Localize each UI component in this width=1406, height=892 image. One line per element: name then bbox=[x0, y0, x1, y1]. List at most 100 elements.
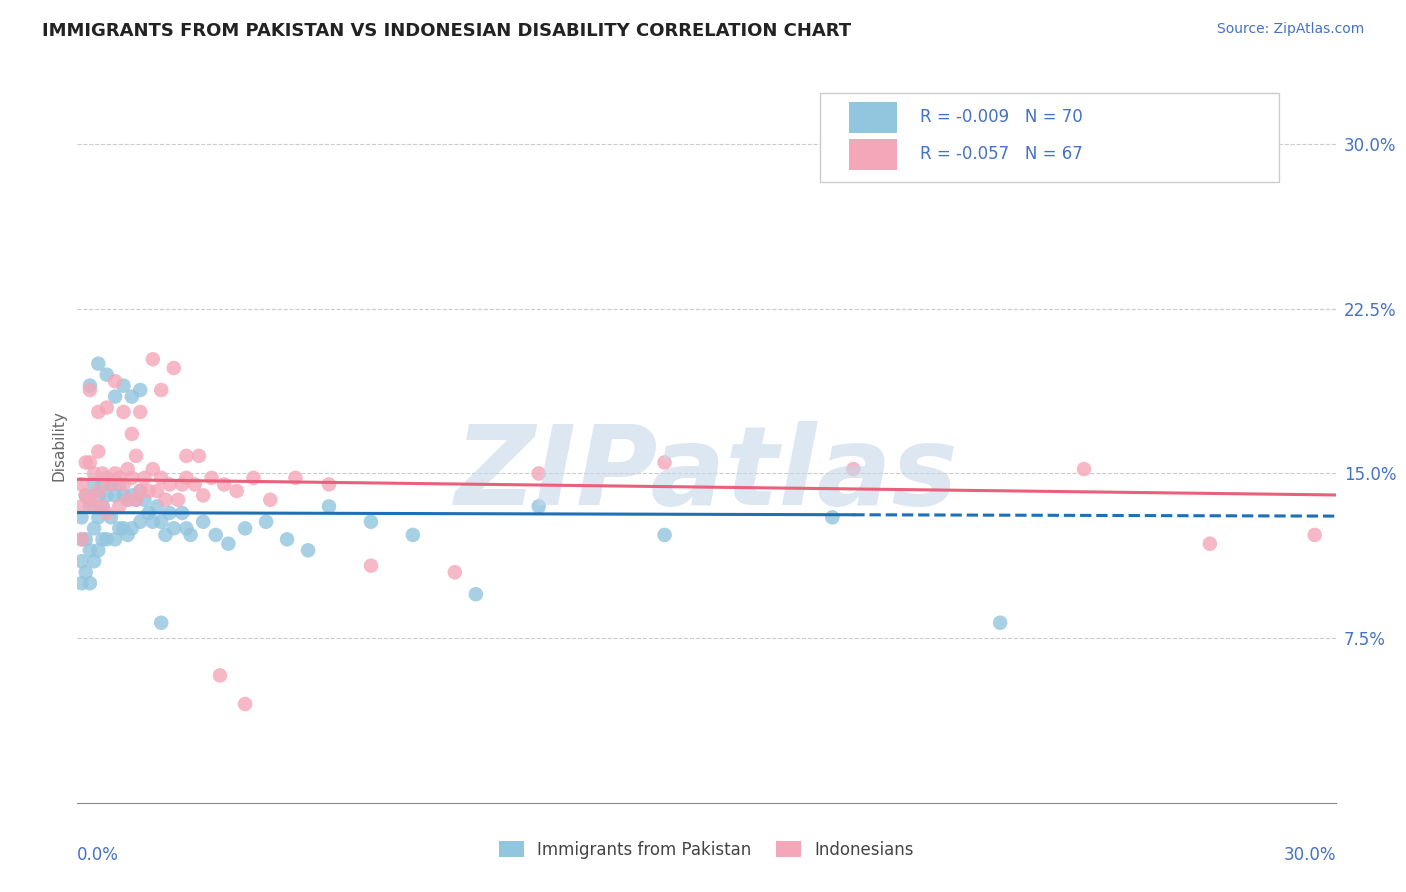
Point bbox=[155, 492, 177, 507]
Point bbox=[654, 455, 676, 469]
Point bbox=[75, 455, 97, 469]
Point bbox=[150, 383, 173, 397]
Point bbox=[176, 449, 198, 463]
Point bbox=[70, 533, 93, 547]
Point bbox=[204, 528, 226, 542]
Point bbox=[654, 528, 676, 542]
Point bbox=[121, 426, 143, 441]
Text: R = -0.009   N = 70: R = -0.009 N = 70 bbox=[921, 108, 1083, 126]
Point bbox=[100, 477, 122, 491]
Point bbox=[70, 554, 93, 568]
Point bbox=[104, 390, 127, 404]
Point bbox=[129, 483, 152, 498]
Point bbox=[117, 462, 139, 476]
Point bbox=[75, 566, 97, 580]
Point bbox=[527, 467, 550, 481]
Point bbox=[138, 506, 160, 520]
FancyBboxPatch shape bbox=[820, 93, 1279, 182]
Point bbox=[1073, 462, 1095, 476]
Point bbox=[104, 488, 127, 502]
Point bbox=[142, 352, 165, 367]
Point bbox=[180, 528, 202, 542]
Point bbox=[79, 383, 101, 397]
Point bbox=[163, 521, 186, 535]
Point bbox=[150, 515, 173, 529]
Point bbox=[142, 515, 165, 529]
Point bbox=[91, 500, 114, 514]
Point bbox=[96, 488, 118, 502]
Point bbox=[212, 477, 235, 491]
Point bbox=[402, 528, 425, 542]
Point bbox=[318, 500, 340, 514]
Point bbox=[79, 455, 101, 469]
Point bbox=[83, 467, 105, 481]
Point bbox=[184, 477, 207, 491]
Point bbox=[112, 477, 135, 491]
Y-axis label: Disability: Disability bbox=[51, 410, 66, 482]
Point bbox=[163, 361, 186, 376]
Text: 0.0%: 0.0% bbox=[77, 846, 120, 863]
Point bbox=[108, 521, 131, 535]
Point bbox=[83, 500, 105, 514]
Point bbox=[117, 492, 139, 507]
Point bbox=[191, 488, 215, 502]
Point bbox=[112, 488, 135, 502]
Point bbox=[96, 401, 118, 415]
Point bbox=[79, 492, 101, 507]
Point bbox=[988, 615, 1011, 630]
Point bbox=[134, 471, 156, 485]
Point bbox=[129, 405, 152, 419]
Point bbox=[87, 444, 110, 458]
Point bbox=[70, 510, 93, 524]
Point bbox=[104, 467, 127, 481]
Point bbox=[129, 515, 152, 529]
Point bbox=[1199, 537, 1222, 551]
Text: 30.0%: 30.0% bbox=[1284, 846, 1336, 863]
Point bbox=[254, 515, 277, 529]
Point bbox=[129, 383, 152, 397]
Point bbox=[75, 533, 97, 547]
Text: IMMIGRANTS FROM PAKISTAN VS INDONESIAN DISABILITY CORRELATION CHART: IMMIGRANTS FROM PAKISTAN VS INDONESIAN D… bbox=[42, 22, 851, 40]
Point bbox=[87, 483, 110, 498]
Point bbox=[821, 510, 844, 524]
Point bbox=[842, 462, 865, 476]
Point bbox=[96, 533, 118, 547]
Point bbox=[83, 554, 105, 568]
Point bbox=[87, 488, 110, 502]
Point bbox=[91, 500, 114, 514]
Point bbox=[100, 477, 122, 491]
Point bbox=[176, 521, 198, 535]
Point bbox=[188, 449, 211, 463]
Point bbox=[96, 471, 118, 485]
Point bbox=[121, 521, 143, 535]
Point bbox=[87, 405, 110, 419]
Point bbox=[79, 500, 101, 514]
Text: Source: ZipAtlas.com: Source: ZipAtlas.com bbox=[1216, 22, 1364, 37]
Point bbox=[129, 483, 152, 498]
Point bbox=[75, 488, 97, 502]
Point bbox=[142, 462, 165, 476]
Point bbox=[70, 533, 93, 547]
Point bbox=[79, 576, 101, 591]
Point bbox=[91, 477, 114, 491]
Point bbox=[125, 492, 148, 507]
Point bbox=[87, 510, 110, 524]
Point bbox=[75, 488, 97, 502]
Point bbox=[108, 471, 131, 485]
Point bbox=[225, 483, 247, 498]
Point bbox=[259, 492, 281, 507]
Text: R = -0.057   N = 67: R = -0.057 N = 67 bbox=[921, 145, 1083, 162]
Point bbox=[70, 477, 93, 491]
Point bbox=[100, 510, 122, 524]
Point bbox=[96, 506, 118, 520]
Point bbox=[70, 500, 93, 514]
Bar bbox=[849, 139, 897, 170]
Point bbox=[108, 477, 131, 491]
Point bbox=[125, 492, 148, 507]
Point bbox=[150, 471, 173, 485]
Point bbox=[121, 488, 143, 502]
Point bbox=[121, 471, 143, 485]
Point bbox=[146, 483, 169, 498]
Legend: Immigrants from Pakistan, Indonesians: Immigrants from Pakistan, Indonesians bbox=[499, 840, 914, 859]
Point bbox=[217, 537, 239, 551]
